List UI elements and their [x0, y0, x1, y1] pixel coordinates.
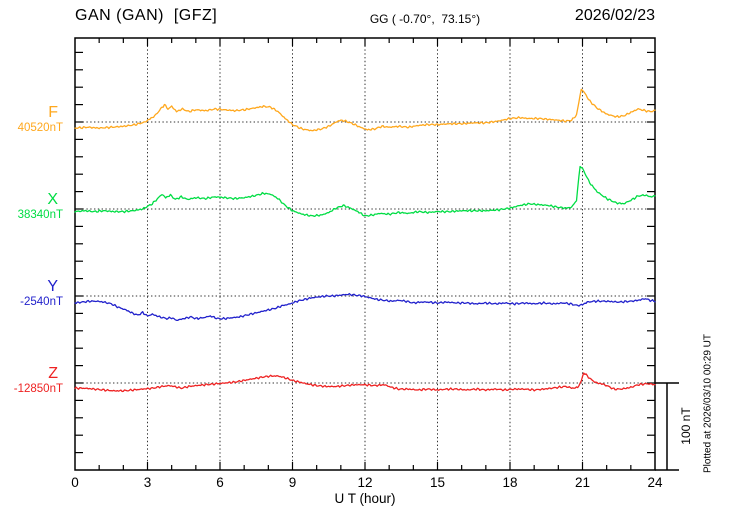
scale-bar — [655, 382, 679, 471]
channel-letter: X — [47, 191, 58, 208]
x-tick-label: 21 — [574, 475, 591, 490]
channel-label-f: F 40520nT — [0, 104, 63, 135]
x-tick-label: 24 — [647, 475, 663, 490]
channel-letter: F — [48, 104, 58, 121]
x-tick-label: 0 — [71, 475, 79, 490]
x-tick-label: 9 — [288, 475, 297, 490]
x-tick-label: 18 — [502, 475, 518, 490]
x-axis-title: U T (hour) — [334, 491, 396, 506]
trace-z — [74, 372, 656, 393]
channel-baseline-value: 38340nT — [17, 209, 63, 221]
scale-bar-label: 100 nT — [679, 407, 693, 445]
plot-date: 2026/02/23 — [574, 7, 655, 24]
channel-label-x: X 38340nT — [0, 191, 63, 222]
channel-letter: Z — [48, 365, 58, 382]
channel-traces — [74, 88, 656, 393]
station-title: GAN (GAN) [GFZ] — [75, 7, 218, 24]
plot-frame — [74, 37, 656, 471]
dotted-gridlines — [75, 38, 655, 470]
plotted-at-note: Plotted at 2026/03/10 00:29 UT — [702, 334, 714, 473]
channel-letter: Y — [47, 278, 58, 295]
channel-label-z: Z -12850nT — [0, 365, 63, 396]
x-tick-label: 6 — [216, 475, 224, 490]
x-tick-label: 15 — [429, 475, 446, 490]
channel-baseline-value: -12850nT — [13, 383, 63, 395]
trace-f — [74, 88, 656, 132]
x-tick-label: 3 — [143, 475, 152, 490]
trace-x — [74, 165, 656, 218]
geographic-coords: GG ( -0.70°, 73.15°) — [369, 12, 481, 26]
channel-label-y: Y -2540nT — [0, 278, 63, 309]
channel-baseline-value: -2540nT — [20, 296, 63, 308]
axis-ticks — [75, 38, 655, 470]
channel-baseline-value: 40520nT — [17, 122, 63, 134]
x-tick-label: 12 — [357, 475, 373, 490]
trace-y — [74, 292, 656, 322]
